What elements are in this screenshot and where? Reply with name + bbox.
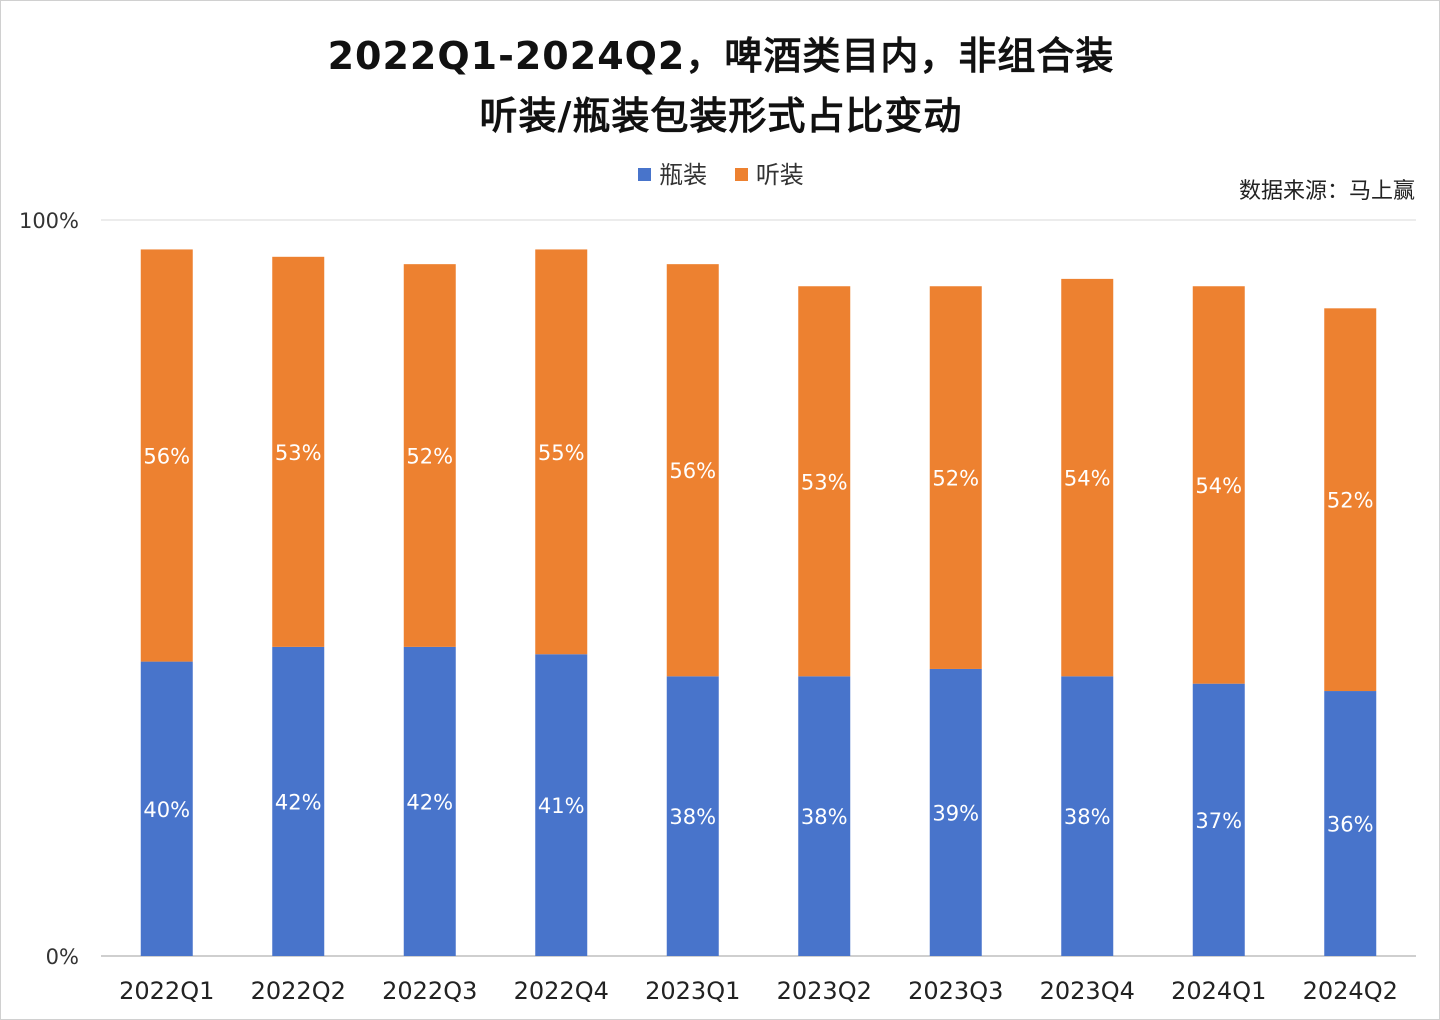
bar-bottle-2022Q1 (140, 661, 193, 956)
bar-bottle-2022Q2 (272, 646, 325, 956)
bar-bottle-2023Q2 (798, 676, 851, 956)
y-tick-label-100: 100% (19, 209, 79, 233)
data-label-bottle-2022Q4: 41% (538, 794, 585, 818)
legend-swatch-bottle (638, 168, 652, 181)
bar-can-2022Q4 (535, 249, 588, 655)
chart-title-line-1: 2022Q1-2024Q2，啤酒类目内，非组合装 (327, 34, 1115, 78)
data-label-bottle-2023Q2: 38% (801, 805, 848, 829)
legend-swatch-can (734, 168, 748, 181)
x-tick-label-2022Q2: 2022Q2 (251, 977, 346, 1005)
bar-can-2022Q3 (403, 264, 456, 647)
data-label-can-2023Q2: 53% (801, 470, 848, 494)
data-label-can-2024Q2: 52% (1327, 489, 1374, 513)
data-label-can-2024Q1: 54% (1195, 474, 1242, 498)
bar-bottle-2024Q2 (1324, 691, 1377, 956)
x-tick-label-2024Q2: 2024Q2 (1303, 977, 1398, 1005)
legend-label-can: 听装 (755, 161, 804, 189)
data-label-can-2023Q4: 54% (1064, 467, 1111, 491)
data-label-bottle-2023Q4: 38% (1064, 805, 1111, 829)
bar-bottle-2023Q1 (666, 676, 719, 956)
x-tick-label-2023Q2: 2023Q2 (777, 977, 872, 1005)
bar-can-2023Q4 (1061, 278, 1114, 677)
y-tick-label-0: 0% (46, 945, 79, 969)
x-tick-label-2023Q4: 2023Q4 (1040, 977, 1135, 1005)
x-tick-label-2023Q1: 2023Q1 (645, 977, 740, 1005)
data-label-bottle-2022Q1: 40% (143, 798, 190, 822)
legend-label-bottle: 瓶装 (659, 161, 708, 189)
data-label-can-2022Q2: 53% (275, 441, 322, 465)
legend-item-can: 听装 (734, 155, 804, 190)
data-label-can-2023Q3: 52% (932, 467, 979, 491)
data-label-bottle-2022Q2: 42% (275, 790, 322, 814)
bar-can-2023Q3 (929, 286, 982, 669)
bar-bottle-2023Q3 (929, 668, 982, 956)
bar-can-2022Q1 (140, 249, 193, 662)
chart-legend: 瓶装 听装 (1, 155, 1440, 190)
bar-bottle-2024Q1 (1192, 683, 1245, 956)
x-tick-label-2022Q4: 2022Q4 (514, 977, 609, 1005)
x-tick-label-2023Q3: 2023Q3 (908, 977, 1003, 1005)
chart-title-line-2: 听装/瓶装包装形式占比变动 (479, 94, 963, 138)
data-label-bottle-2023Q3: 39% (932, 801, 979, 825)
data-label-bottle-2022Q3: 42% (406, 790, 453, 814)
data-source-note: 数据来源：马上赢 (1238, 179, 1415, 204)
data-label-bottle-2024Q2: 36% (1327, 813, 1374, 837)
bar-can-2024Q1 (1192, 286, 1245, 684)
data-label-bottle-2024Q1: 37% (1195, 809, 1242, 833)
bar-can-2022Q2 (272, 256, 325, 647)
data-label-can-2022Q4: 55% (538, 441, 585, 465)
bar-bottle-2023Q4 (1061, 676, 1114, 956)
data-label-bottle-2023Q1: 38% (669, 805, 716, 829)
bar-bottle-2022Q4 (535, 654, 588, 956)
data-label-can-2023Q1: 56% (669, 459, 716, 483)
data-label-can-2022Q3: 52% (406, 445, 453, 469)
bar-can-2024Q2 (1324, 308, 1377, 692)
bar-can-2023Q2 (798, 286, 851, 677)
x-tick-label-2022Q1: 2022Q1 (119, 977, 214, 1005)
data-label-can-2022Q1: 56% (143, 445, 190, 469)
x-tick-label-2022Q3: 2022Q3 (382, 977, 477, 1005)
legend-item-bottle: 瓶装 (638, 155, 707, 190)
bar-can-2023Q1 (666, 264, 719, 677)
x-tick-label-2024Q1: 2024Q1 (1171, 977, 1266, 1005)
bar-bottle-2022Q3 (403, 646, 456, 956)
